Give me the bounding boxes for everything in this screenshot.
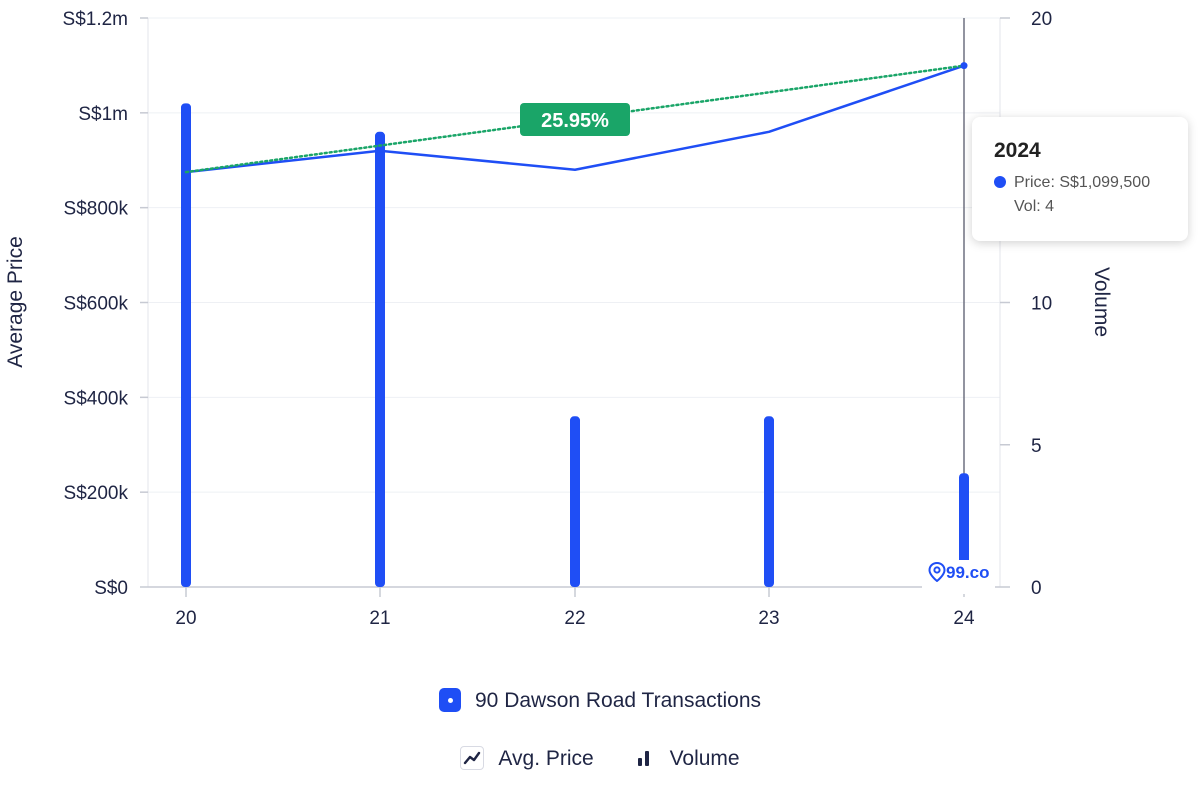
left-tick-label-3: S$600k	[64, 294, 129, 315]
avg-price-line	[185, 64, 965, 174]
left-tick-label-0: S$0	[94, 578, 128, 599]
right-tick-label-1: 5	[1031, 436, 1042, 457]
line-chart-icon	[460, 746, 485, 770]
left-axis-ticks: S$0 S$200k S$400k S$600k S$800k S$1m S$1.2m	[63, 9, 148, 599]
trend-label-text: 25.95%	[541, 110, 609, 132]
left-tick-label-1: S$200k	[64, 483, 129, 504]
volume-bars	[181, 103, 969, 588]
bar-chart-icon	[631, 746, 656, 770]
trend-label-badge	[520, 103, 630, 136]
tooltip-price: Price: S$1,099,500	[1014, 174, 1151, 191]
volume-bar-21	[375, 131, 385, 588]
legend-label-volume: Volume	[669, 747, 740, 770]
legend-main[interactable]: 90 Dawson Road Transactions	[0, 688, 1200, 713]
legend-item-avg-price[interactable]: Avg. Price	[460, 746, 594, 771]
legend-item-volume[interactable]: Volume	[631, 746, 740, 771]
data-tooltip: 2024 Price: S$1,099,500 Vol: 4	[972, 117, 1188, 241]
legend-sub: Avg. Price Volume	[0, 746, 1200, 771]
x-axis-ticks: 20 21 22 23 24	[175, 587, 975, 629]
x-tick-label-1: 21	[369, 608, 390, 629]
price-point-marker	[960, 62, 968, 70]
volume-bar-23	[764, 416, 774, 587]
left-tick-label-4: S$800k	[64, 199, 129, 220]
tooltip-series-dot	[994, 176, 1006, 188]
volume-bar-22	[570, 416, 580, 587]
tooltip-volume: Vol: 4	[1014, 198, 1055, 215]
legend-label-avg-price: Avg. Price	[498, 747, 594, 770]
left-tick-label-2: S$400k	[64, 388, 129, 409]
left-tick-label-5: S$1m	[78, 104, 128, 125]
watermark-text: 99.co	[946, 563, 990, 582]
x-tick-label-2: 22	[564, 608, 585, 629]
right-axis-ticks: 0 5 10 20	[1000, 9, 1052, 599]
left-tick-label-6: S$1.2m	[63, 9, 128, 30]
x-tick-label-3: 23	[758, 608, 779, 629]
volume-bar-20	[181, 103, 191, 587]
left-axis-title: Average Price	[4, 236, 27, 368]
right-tick-label-3: 20	[1031, 9, 1052, 30]
location-pin-icon	[928, 561, 946, 583]
chart-labels: 25.95%	[520, 103, 630, 136]
volume-bar-24	[959, 473, 969, 587]
right-axis-title: Volume	[1090, 267, 1113, 337]
x-tick-label-0: 20	[175, 608, 196, 629]
legend-main-label: 90 Dawson Road Transactions	[475, 689, 761, 712]
right-tick-label-2: 10	[1031, 294, 1052, 315]
watermark-logo: 99.co	[922, 560, 996, 594]
tooltip-title: 2024	[994, 139, 1041, 162]
legend-swatch	[439, 688, 461, 712]
right-tick-label-0: 0	[1031, 578, 1042, 599]
x-tick-label-4: 24	[953, 608, 975, 629]
